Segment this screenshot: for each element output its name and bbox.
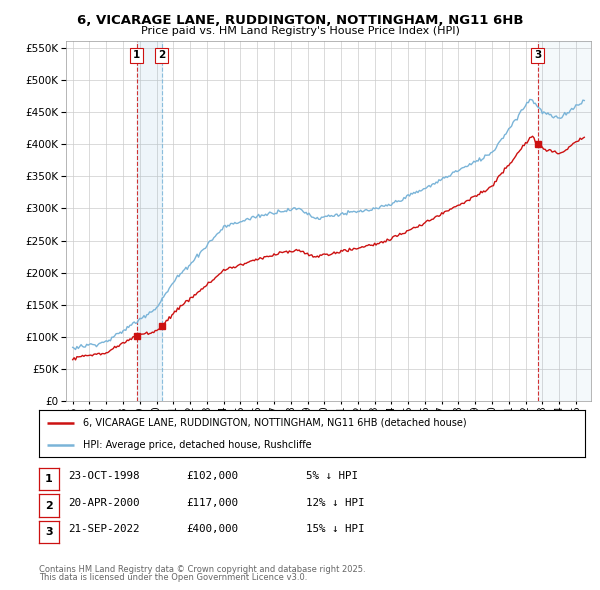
Bar xyxy=(137,41,161,401)
Text: 3: 3 xyxy=(534,50,541,60)
Text: £102,000: £102,000 xyxy=(186,471,238,481)
Text: 2: 2 xyxy=(45,501,53,510)
Text: 3: 3 xyxy=(45,527,53,537)
Text: Contains HM Land Registry data © Crown copyright and database right 2025.: Contains HM Land Registry data © Crown c… xyxy=(39,565,365,573)
Text: 15% ↓ HPI: 15% ↓ HPI xyxy=(306,525,365,534)
Text: 2: 2 xyxy=(158,50,165,60)
Text: 21-SEP-2022: 21-SEP-2022 xyxy=(68,525,139,534)
Text: 20-APR-2000: 20-APR-2000 xyxy=(68,498,139,507)
Text: 12% ↓ HPI: 12% ↓ HPI xyxy=(306,498,365,507)
Text: 6, VICARAGE LANE, RUDDINGTON, NOTTINGHAM, NG11 6HB (detached house): 6, VICARAGE LANE, RUDDINGTON, NOTTINGHAM… xyxy=(83,418,466,428)
Text: This data is licensed under the Open Government Licence v3.0.: This data is licensed under the Open Gov… xyxy=(39,573,307,582)
Text: 1: 1 xyxy=(45,474,53,484)
Text: £117,000: £117,000 xyxy=(186,498,238,507)
Text: £400,000: £400,000 xyxy=(186,525,238,534)
Text: 23-OCT-1998: 23-OCT-1998 xyxy=(68,471,139,481)
Text: Price paid vs. HM Land Registry's House Price Index (HPI): Price paid vs. HM Land Registry's House … xyxy=(140,26,460,36)
Text: HPI: Average price, detached house, Rushcliffe: HPI: Average price, detached house, Rush… xyxy=(83,440,311,450)
Bar xyxy=(538,41,591,401)
Text: 6, VICARAGE LANE, RUDDINGTON, NOTTINGHAM, NG11 6HB: 6, VICARAGE LANE, RUDDINGTON, NOTTINGHAM… xyxy=(77,14,523,27)
Text: 5% ↓ HPI: 5% ↓ HPI xyxy=(306,471,358,481)
Text: 1: 1 xyxy=(133,50,140,60)
